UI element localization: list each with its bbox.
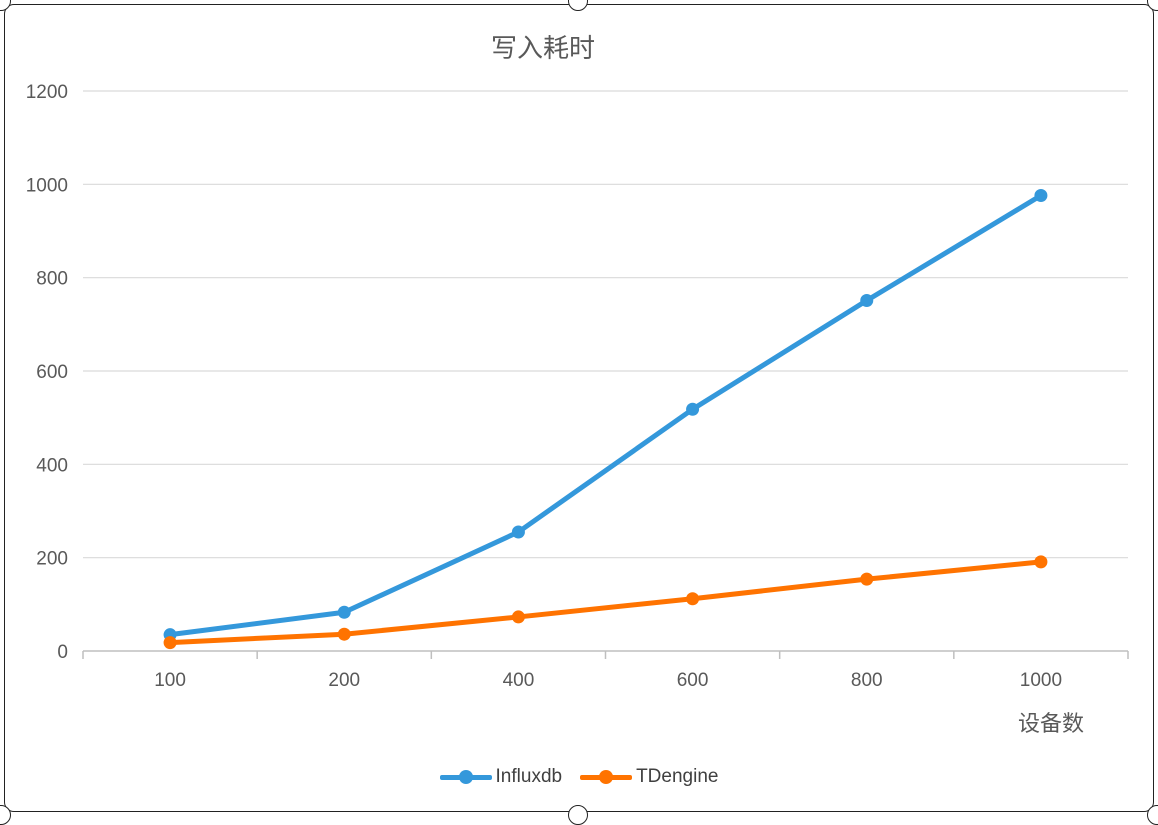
legend-key-influxdb <box>439 770 492 784</box>
series-line-influxdb[interactable] <box>167 193 1044 638</box>
data-point-influxdb[interactable] <box>686 402 700 416</box>
data-point-influxdb[interactable] <box>1034 189 1048 203</box>
chart-title: 写入耗时 <box>490 34 595 64</box>
x-tick-label: 600 <box>677 670 709 691</box>
data-point-tdengine[interactable] <box>337 627 351 641</box>
data-point-tdengine[interactable] <box>511 610 525 624</box>
legend-label-tdengine: TDengine <box>636 766 719 787</box>
data-point-influxdb[interactable] <box>511 525 525 539</box>
x-axis-title: 设备数 <box>1017 712 1084 737</box>
data-point-tdengine[interactable] <box>163 636 177 650</box>
data-point-tdengine[interactable] <box>686 592 700 606</box>
y-tick-label: 0 <box>57 642 68 663</box>
legend-item-influxdb[interactable]: Influxdb <box>439 766 563 788</box>
legend-key-tdengine <box>580 770 633 784</box>
y-tick-label: 800 <box>36 269 68 290</box>
x-tick-label: 200 <box>328 670 360 691</box>
series-line-tdengine[interactable] <box>167 559 1044 646</box>
data-point-influxdb[interactable] <box>337 605 351 619</box>
y-tick-label: 400 <box>36 455 68 476</box>
x-tick-label: 800 <box>851 670 883 691</box>
y-tick-label: 200 <box>36 549 68 570</box>
data-point-tdengine[interactable] <box>860 572 874 586</box>
x-tick-label: 1000 <box>1020 670 1062 691</box>
legend-label-influxdb: Influxdb <box>495 766 563 787</box>
y-tick-label: 1200 <box>26 82 68 103</box>
resize-handle-bottom[interactable] <box>568 805 588 825</box>
legend-item-tdengine[interactable]: TDengine <box>580 766 718 788</box>
chart-frame <box>4 4 1154 812</box>
x-tick-label: 400 <box>503 670 535 691</box>
resize-handle-bottom-right[interactable] <box>1147 805 1158 825</box>
chart-legend: Influxdb TDengine <box>0 766 1158 788</box>
y-tick-label: 1000 <box>26 175 68 196</box>
x-tick-label: 100 <box>154 670 186 691</box>
data-point-influxdb[interactable] <box>860 294 874 308</box>
data-point-tdengine[interactable] <box>1034 555 1048 569</box>
y-tick-label: 600 <box>36 362 68 383</box>
